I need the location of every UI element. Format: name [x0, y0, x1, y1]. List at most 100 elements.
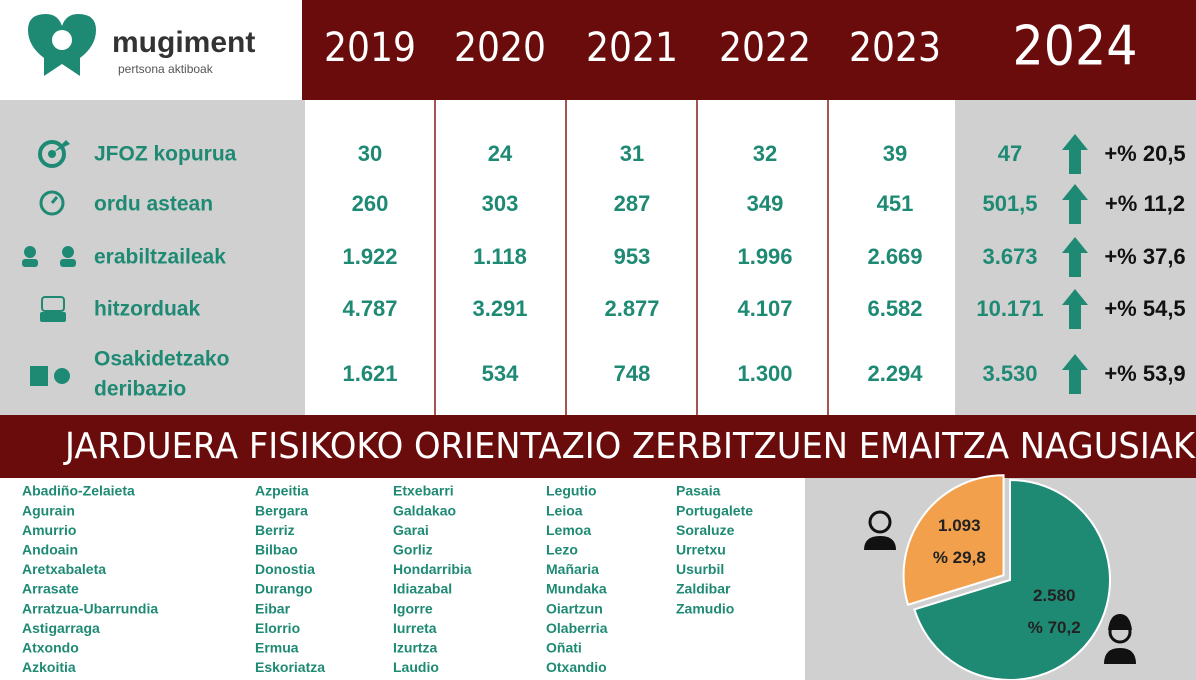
year-header: 2019 [324, 25, 416, 71]
municipality: Oiartzun [546, 600, 603, 616]
municipality: Azkoitia [22, 659, 76, 675]
municipality: Andoain [22, 542, 78, 558]
cell-value: 260 [352, 191, 389, 216]
pie-slice [902, 474, 1005, 606]
municipality: Ermua [255, 640, 299, 656]
row-label: JFOZ kopurua [94, 143, 237, 166]
cell-value: 47 [998, 141, 1022, 166]
year-header: 2024 [1013, 15, 1138, 78]
up-arrows [1062, 134, 1088, 394]
municipality: Durango [255, 581, 313, 597]
cell-value: 451 [877, 191, 914, 216]
municipality: Soraluze [676, 522, 735, 538]
municipality: Zaldibar [676, 581, 731, 597]
municipality: Astigarraga [22, 620, 100, 636]
cell-value: 534 [482, 361, 519, 386]
municipality: Galdakao [393, 502, 456, 518]
row-label: deribazio [94, 378, 186, 401]
cell-value: 349 [747, 191, 784, 216]
pie-percent-label: % 29,8 [933, 548, 986, 567]
cell-value: 3.530 [982, 361, 1037, 386]
cell-value: 303 [482, 191, 519, 216]
pie-value-label: 1.093 [938, 516, 981, 535]
municipality: Leioa [546, 502, 583, 518]
municipality: Abadiño-Zelaieta [22, 483, 135, 499]
municipality: Berriz [255, 522, 295, 538]
person-icons [864, 510, 1136, 664]
year-header: 2021 [586, 25, 678, 71]
municipality: Igorre [393, 600, 433, 616]
municipality: Urretxu [676, 542, 726, 558]
pie-slice [913, 478, 1111, 680]
cell-value: 1.300 [737, 361, 792, 386]
municipality: Bergara [255, 502, 308, 518]
municipality: Mañaria [546, 561, 599, 577]
cell-value: 4.107 [737, 296, 792, 321]
municipality: Elorrio [255, 620, 300, 636]
row-label: hitzorduak [94, 298, 200, 321]
municipality: Oñati [546, 640, 582, 656]
cell-value: 2.669 [867, 244, 922, 269]
header-band [302, 0, 1196, 100]
municipality: Laudio [393, 659, 439, 675]
row-label: Osakidetzako [94, 348, 229, 371]
cell-value: 4.787 [342, 296, 397, 321]
cell-value: 1.922 [342, 244, 397, 269]
change-value: +% 37,6 [1104, 244, 1185, 269]
cell-value: 39 [883, 141, 907, 166]
municipality: Mundaka [546, 581, 607, 597]
municipality: Pasaia [676, 483, 721, 499]
change-value: +% 54,5 [1104, 296, 1185, 321]
cell-value: 3.673 [982, 244, 1037, 269]
municipality: Izurtza [393, 640, 438, 656]
municipality: Atxondo [22, 640, 79, 656]
municipality: Arrasate [22, 581, 79, 597]
municipality: Donostia [255, 561, 315, 577]
banner-band [0, 415, 1196, 478]
row-label: ordu astean [94, 193, 213, 216]
cell-value: 1.996 [737, 244, 792, 269]
municipality: Olaberria [546, 620, 608, 636]
municipality: Lezo [546, 542, 578, 558]
year-header: 2023 [849, 25, 941, 71]
cell-value: 2.877 [604, 296, 659, 321]
cell-value: 32 [753, 141, 777, 166]
banner-title: JARDUERA FISIKOKO ORIENTAZIO ZERBITZUEN … [63, 426, 1196, 467]
municipality: Hondarribia [393, 561, 472, 577]
municipality: Iurreta [393, 620, 437, 636]
municipality: Garai [393, 522, 429, 538]
logo-name: mugiment [112, 26, 255, 59]
municipality: Zamudio [676, 600, 734, 616]
municipality: Bilbao [255, 542, 298, 558]
cell-value: 501,5 [982, 191, 1037, 216]
municipality: Otxandio [546, 659, 607, 675]
year-header: 2022 [719, 25, 811, 71]
municipality: Amurrio [22, 522, 76, 538]
municipality: Lemoa [546, 522, 591, 538]
cell-value: 30 [358, 141, 382, 166]
municipality: Gorliz [393, 542, 433, 558]
cell-value: 31 [620, 141, 644, 166]
cell-value: 287 [614, 191, 651, 216]
change-value: +% 20,5 [1104, 141, 1185, 166]
cell-value: 1.621 [342, 361, 397, 386]
pie-value-label: 2.580 [1033, 586, 1076, 605]
municipality: Aretxabaleta [22, 561, 106, 577]
row-label: erabiltzaileak [94, 246, 226, 269]
cell-value: 2.294 [867, 361, 923, 386]
change-value: +% 53,9 [1104, 361, 1185, 386]
municipality: Usurbil [676, 561, 724, 577]
logo: mugiment pertsona aktiboak [28, 14, 255, 76]
cell-value: 24 [488, 141, 513, 166]
municipality: Eibar [255, 600, 291, 616]
pie-percent-label: % 70,2 [1028, 618, 1081, 637]
municipality: Agurain [22, 502, 75, 518]
cell-value: 953 [614, 244, 651, 269]
cell-value: 3.291 [472, 296, 527, 321]
cell-value: 6.582 [867, 296, 922, 321]
cell-value: 1.118 [473, 244, 527, 269]
logo-tagline: pertsona aktiboak [118, 62, 214, 76]
municipality: Legutio [546, 483, 597, 499]
year-header: 2020 [454, 25, 546, 71]
